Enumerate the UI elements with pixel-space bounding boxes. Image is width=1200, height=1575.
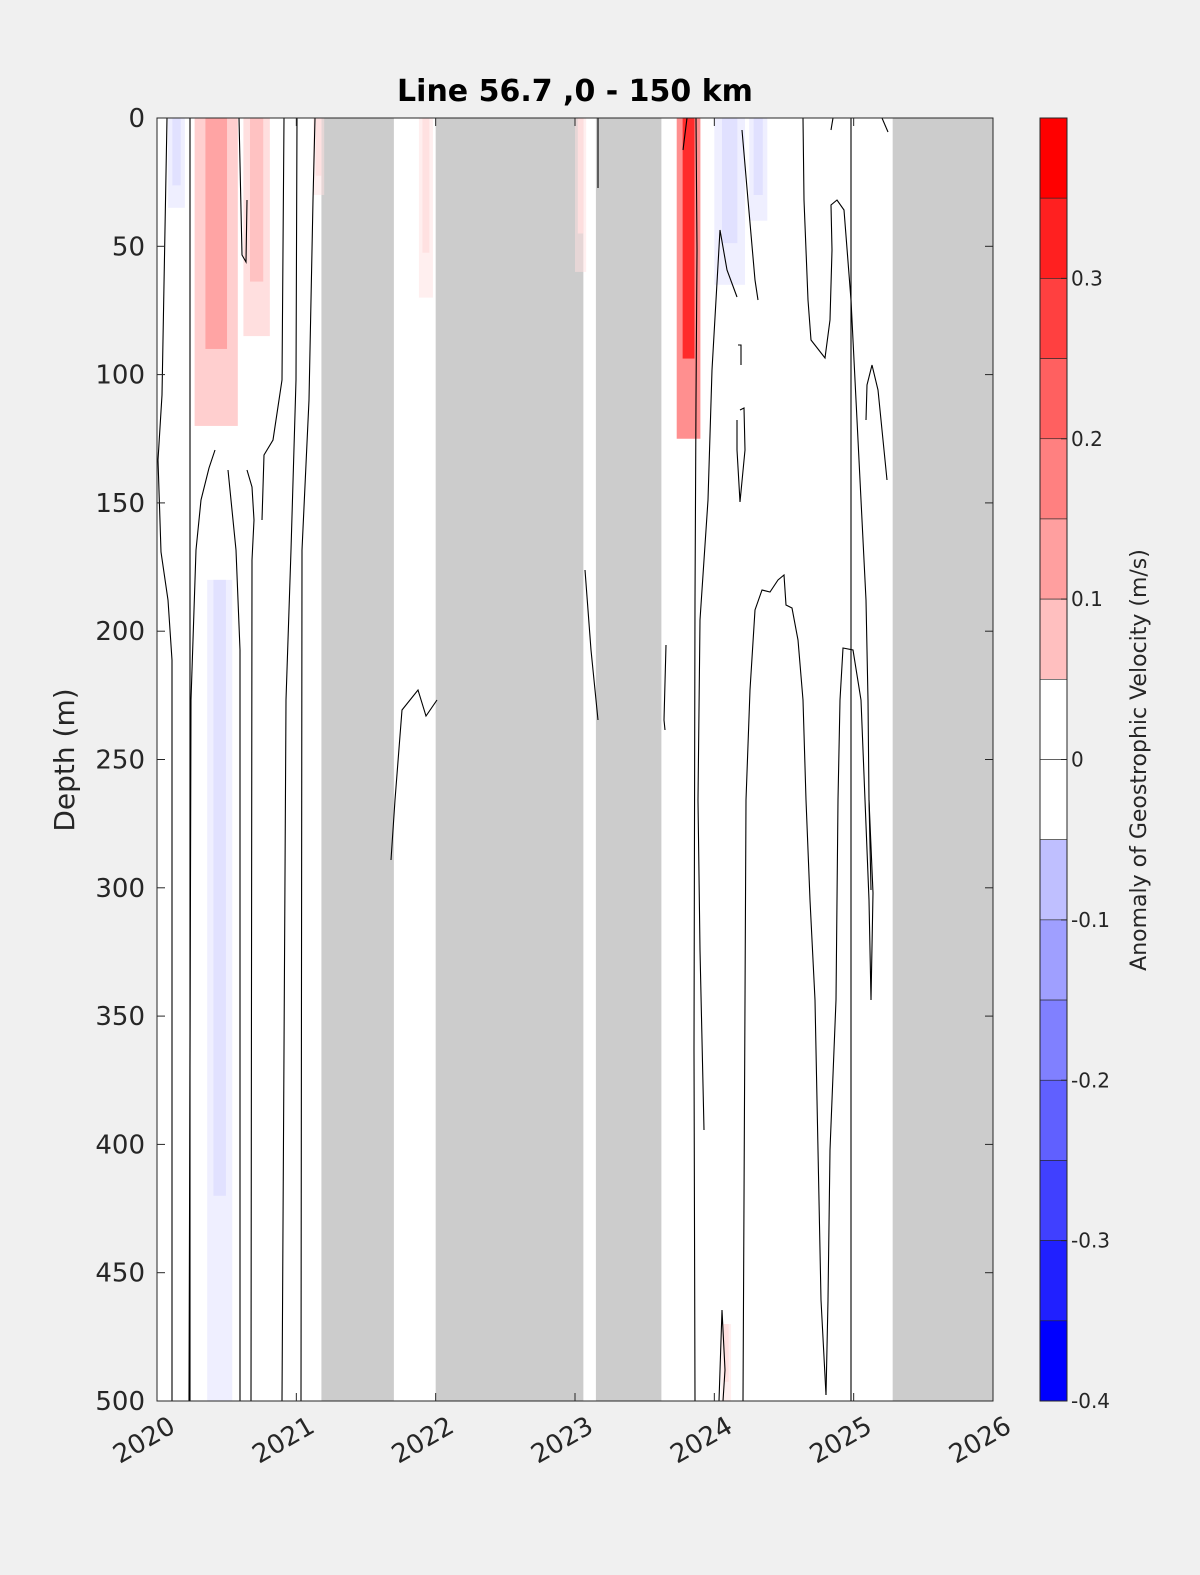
anomaly-core bbox=[682, 118, 695, 359]
y-tick-label: 100 bbox=[95, 361, 145, 391]
chart-title: Line 56.7 ,0 - 150 km bbox=[397, 74, 753, 109]
colorbar-segment bbox=[1039, 438, 1068, 520]
contour-line bbox=[693, 118, 698, 1401]
y-tick-label: 500 bbox=[95, 1387, 145, 1417]
colorbar-tick-label: -0.1 bbox=[1071, 908, 1110, 932]
colorbar-segment bbox=[1039, 679, 1068, 760]
colorbar-segment bbox=[1039, 1079, 1068, 1161]
colorbar-tick-label: -0.2 bbox=[1071, 1068, 1110, 1092]
x-tick-label: 2022 bbox=[387, 1411, 459, 1470]
y-tick-label: 50 bbox=[112, 232, 145, 262]
y-axis: 0 50 100 150 200 250 300 350 400 450 500 bbox=[95, 104, 993, 1417]
colorbar-segment bbox=[1039, 1320, 1068, 1402]
x-tick-label: 2025 bbox=[805, 1411, 877, 1470]
contour-line bbox=[261, 118, 285, 521]
colorbar-label: Anomaly of Geostrophic Velocity (m/s) bbox=[1127, 549, 1152, 971]
y-tick-label: 200 bbox=[95, 617, 145, 647]
x-tick-label: 2026 bbox=[944, 1411, 1016, 1470]
contour-line bbox=[738, 344, 742, 365]
anomaly-core bbox=[577, 118, 584, 234]
contour-line bbox=[830, 118, 834, 131]
colorbar-segment bbox=[1039, 197, 1068, 279]
colorbar-tick-label: 0.1 bbox=[1071, 587, 1103, 611]
anomaly-core bbox=[250, 118, 264, 282]
y-tick-label: 350 bbox=[95, 1002, 145, 1032]
colorbar-segment bbox=[1039, 839, 1068, 921]
y-tick-label: 400 bbox=[95, 1130, 145, 1160]
x-tick-label: 2023 bbox=[526, 1411, 598, 1470]
anomaly-core bbox=[315, 118, 322, 176]
no-data-band bbox=[435, 118, 584, 1401]
anomaly-core bbox=[721, 118, 738, 244]
x-tick-label: 2024 bbox=[666, 1411, 738, 1470]
colorbar-segment bbox=[1039, 759, 1068, 840]
contour-line bbox=[584, 569, 599, 721]
contour-line bbox=[238, 118, 248, 265]
anomaly-core bbox=[723, 1324, 729, 1382]
contour-lines bbox=[157, 118, 889, 1401]
anomaly-core bbox=[205, 118, 228, 349]
contour-line bbox=[663, 644, 667, 731]
y-tick-label: 0 bbox=[128, 104, 145, 134]
no-data-band bbox=[892, 118, 993, 1401]
colorbar-segment bbox=[1039, 518, 1068, 600]
anomaly-core bbox=[422, 118, 430, 253]
contour-line bbox=[881, 118, 889, 133]
colorbar-segment bbox=[1039, 1240, 1068, 1322]
anomaly-core bbox=[753, 118, 763, 195]
contour-line bbox=[825, 647, 874, 1396]
contour-line bbox=[802, 118, 872, 891]
colorbar-segment bbox=[1039, 358, 1068, 440]
y-axis-label: Depth (m) bbox=[48, 688, 81, 831]
colorbar-tick-label: -0.4 bbox=[1071, 1389, 1110, 1413]
contour-line bbox=[741, 129, 759, 301]
y-tick-label: 450 bbox=[95, 1259, 145, 1289]
y-tick-label: 150 bbox=[95, 489, 145, 519]
contour-line bbox=[742, 573, 827, 1401]
colorbar-tick-label: 0 bbox=[1071, 748, 1084, 772]
colorbar: 0.3 0.2 0.1 0 -0.1 -0.2 -0.3 -0.4 bbox=[1039, 117, 1110, 1413]
colorbar-segment bbox=[1039, 919, 1068, 1001]
colorbar-segment bbox=[1039, 117, 1068, 199]
x-tick-label: 2021 bbox=[248, 1411, 320, 1470]
y-tick-label: 250 bbox=[95, 746, 145, 776]
contour-line bbox=[157, 118, 173, 1401]
contour-line bbox=[281, 118, 298, 1401]
contour-line bbox=[390, 688, 438, 861]
anomaly-core bbox=[172, 118, 181, 186]
colorbar-segment bbox=[1039, 1160, 1068, 1241]
colorbar-segment bbox=[1039, 999, 1068, 1081]
no-data-band bbox=[595, 118, 662, 1401]
plot-data bbox=[168, 118, 993, 1401]
colorbar-tick-label: 0.3 bbox=[1071, 266, 1103, 290]
colorbar-segment bbox=[1039, 598, 1068, 680]
colorbar-frame bbox=[1039, 117, 1068, 1402]
contour-line bbox=[736, 407, 746, 503]
colorbar-segment bbox=[1039, 278, 1068, 359]
contour-line bbox=[682, 118, 688, 151]
colorbar-tick-label: 0.2 bbox=[1071, 427, 1103, 451]
colorbar-tick-label: -0.3 bbox=[1071, 1229, 1110, 1253]
contour-line bbox=[188, 449, 216, 1401]
contour-line bbox=[300, 118, 316, 1401]
x-tick-label: 2020 bbox=[108, 1411, 180, 1470]
contour-line bbox=[227, 469, 241, 1401]
no-data-band bbox=[321, 118, 394, 1401]
contour-line bbox=[697, 229, 738, 1131]
anomaly-core bbox=[213, 579, 226, 1196]
contour-line bbox=[865, 364, 888, 481]
contour-line bbox=[718, 1309, 726, 1401]
y-tick-label: 300 bbox=[95, 874, 145, 904]
contour-line bbox=[246, 469, 255, 1401]
